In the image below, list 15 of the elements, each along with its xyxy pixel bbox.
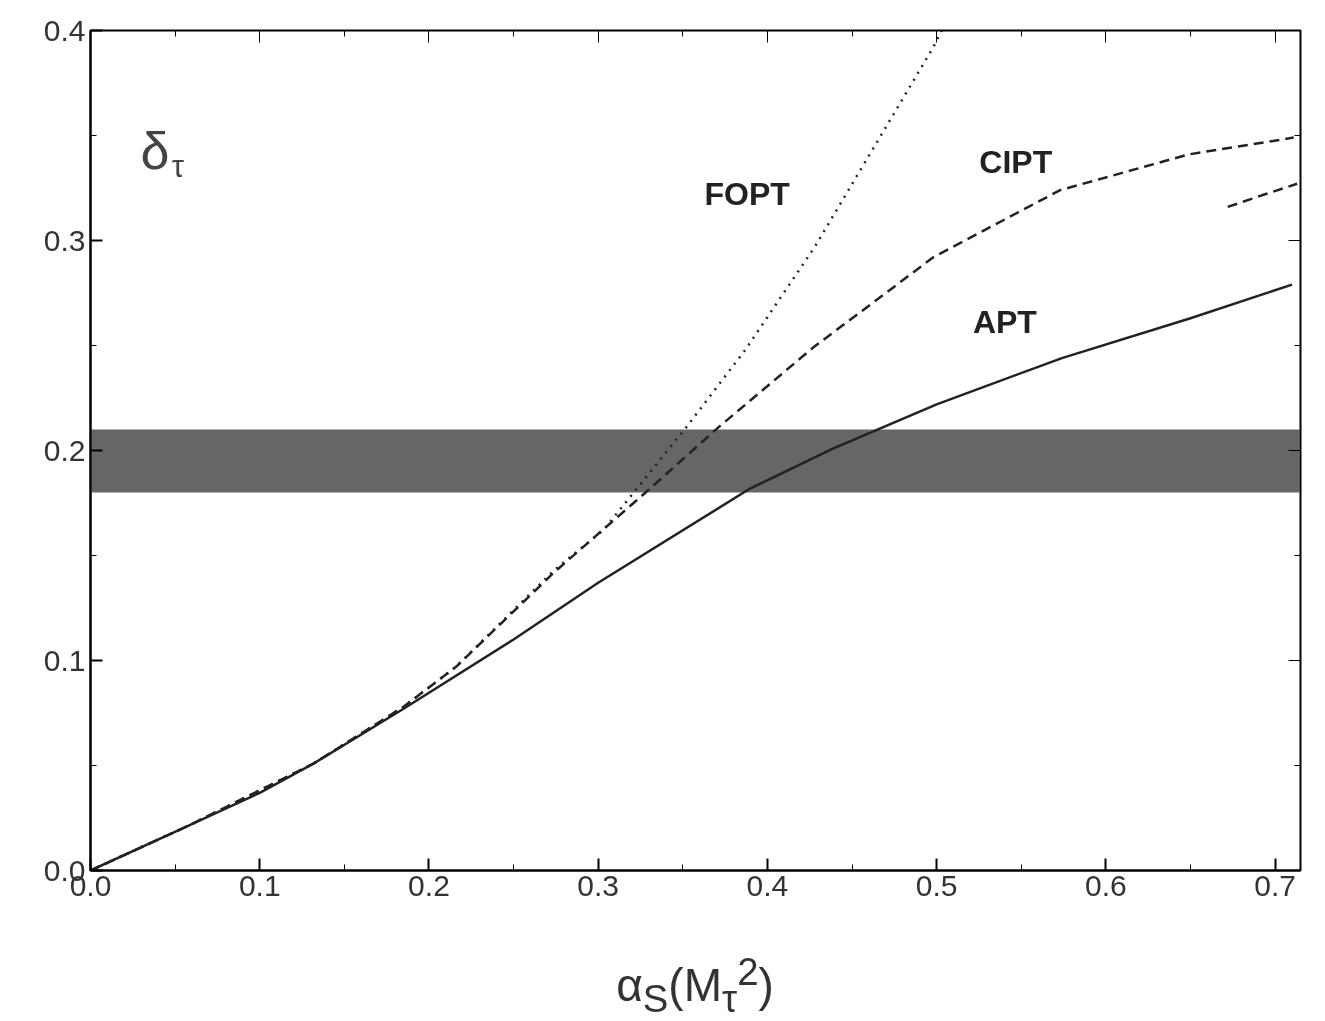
x-axis-title: α$_{S}$(M$_{τ}$$^{2}$) xyxy=(616,949,774,1021)
x-tick-label: 0.6 xyxy=(1085,868,1127,902)
series-label: FOPT xyxy=(704,175,791,212)
x-tick-label: 0.2 xyxy=(408,868,450,902)
x-tick-label: 0.7 xyxy=(1254,868,1296,902)
x-tick-label: 0.1 xyxy=(238,868,281,902)
y-tick-label: 0.4 xyxy=(43,13,86,47)
y-tick-label: 0.1 xyxy=(43,643,86,677)
x-tick-label: 0.4 xyxy=(746,868,789,902)
y-tick-label: 0.3 xyxy=(43,223,86,257)
series-label: CIPT xyxy=(979,144,1053,181)
y-tick-label: 0.2 xyxy=(43,433,86,467)
x-tick-label: 0.3 xyxy=(577,868,620,902)
series-label: APT xyxy=(972,304,1038,341)
x-tick-label: 0.5 xyxy=(915,868,958,902)
